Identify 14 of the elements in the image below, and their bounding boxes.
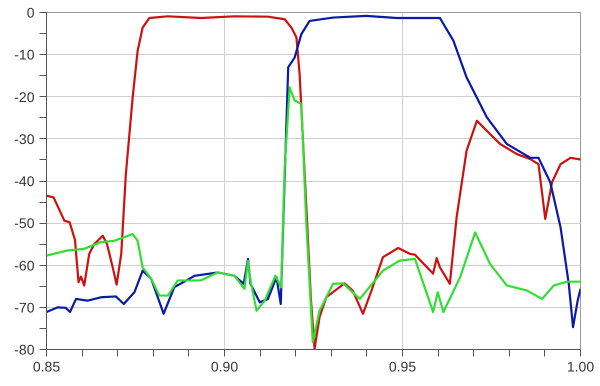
y-tick-label: -30 — [14, 130, 35, 147]
y-tick-label: 0 — [26, 4, 35, 20]
y-tick-label: -10 — [14, 46, 35, 63]
x-tick-label: 0.95 — [388, 358, 416, 374]
y-tick-label: -70 — [14, 299, 35, 316]
y-tick-label: -50 — [14, 215, 35, 232]
x-tick-label: 1.00 — [566, 358, 594, 374]
y-tick-label: -80 — [14, 342, 35, 358]
x-tick-label: 0.90 — [210, 358, 238, 374]
y-tick-label: -40 — [14, 173, 35, 189]
y-tick-label: -20 — [14, 88, 35, 105]
line-series — [46, 86, 580, 344]
x-tick-label: 0.85 — [32, 358, 60, 374]
y-tick-label: -60 — [14, 257, 35, 274]
